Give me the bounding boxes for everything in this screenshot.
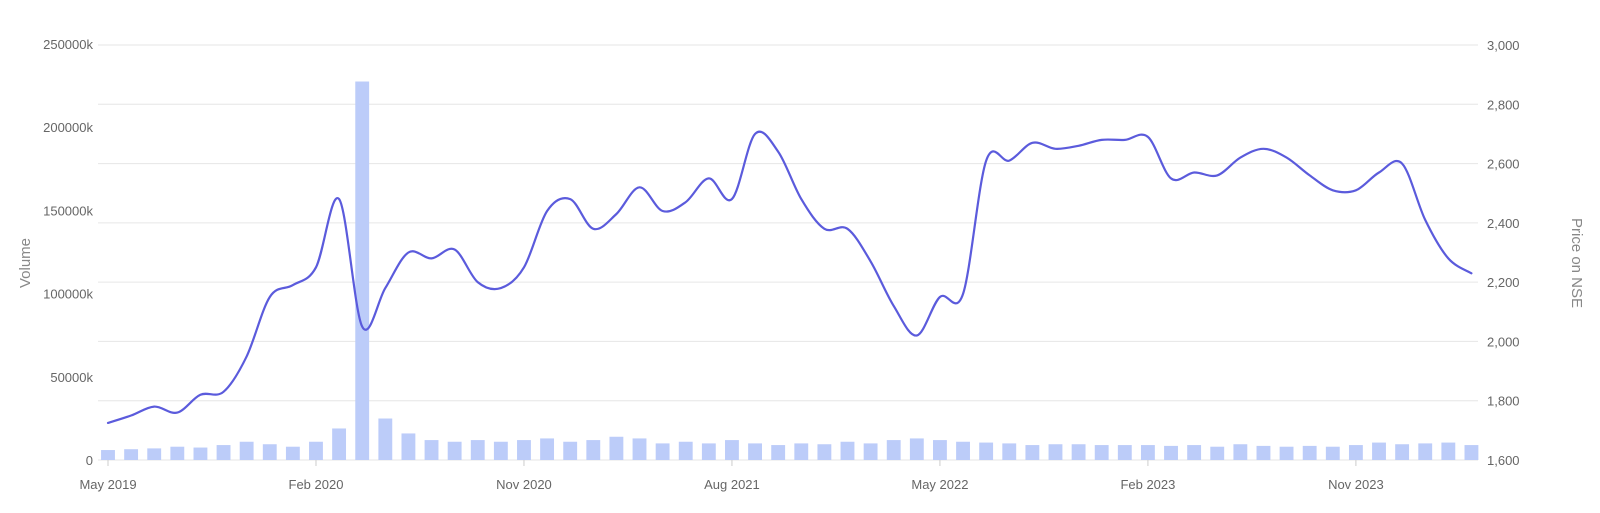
y-left-tick-label: 100000k [43,287,93,302]
y-right-tick-label: 2,400 [1487,216,1520,231]
volume-bar [540,438,555,460]
volume-bar [609,436,624,460]
volume-bar [285,446,300,460]
y-left-tick-label: 0 [86,453,93,468]
volume-bar [1418,443,1433,460]
volume-bar [1187,445,1202,460]
volume-bar [794,443,809,460]
volume-bar [1279,446,1294,460]
volume-bar [563,441,578,460]
volume-bar [1325,446,1340,460]
volume-bar [1048,444,1063,460]
x-tick-label: Feb 2023 [1120,477,1175,492]
volume-bar [632,438,647,460]
volume-bar [1094,445,1109,460]
volume-bar [771,445,786,460]
volume-bar [239,441,254,460]
volume-bar [262,444,277,460]
volume-bar [1025,445,1040,460]
x-tick-label: Nov 2020 [496,477,552,492]
volume-bar [470,440,485,460]
y-right-tick-label: 3,000 [1487,38,1520,53]
volume-bar [424,440,439,460]
volume-bar [124,449,139,460]
volume-bar [1164,445,1178,460]
volume-bar [933,440,947,460]
volume-bar [1372,442,1386,460]
volume-bar [655,443,670,460]
gridlines [98,44,1478,461]
volume-bar [909,438,924,460]
left-axis-ticks: 0 50000k 100000k 150000k 200000k 250000k [43,37,93,468]
volume-bar [447,441,462,460]
x-tick-label: Feb 2020 [289,477,344,492]
price-line-group [106,130,1473,424]
x-tick-label: May 2019 [79,477,136,492]
volume-bar [1256,445,1271,460]
volume-bar [216,445,231,460]
volume-bar [1233,444,1248,460]
y-right-tick-label: 2,600 [1487,157,1520,172]
volume-bar [309,441,323,460]
x-tick-label: Aug 2021 [704,477,760,492]
volume-bar [1140,445,1155,460]
volume-bar [401,433,416,460]
price-line [106,130,1473,424]
y-right-axis-title: Price on NSE [1568,218,1585,308]
volume-bar [147,448,162,460]
volume-bar [725,440,739,460]
y-left-tick-label: 200000k [43,120,93,135]
volume-bar [1441,442,1456,460]
right-axis-ticks: 1,600 1,800 2,000 2,200 2,400 2,600 2,800 3,000 [1487,38,1520,468]
volume-bars [101,81,1479,461]
volume-bar [1117,445,1132,460]
volume-bar [1302,445,1317,460]
volume-bar [956,441,970,460]
y-right-tick-label: 2,800 [1487,97,1520,112]
volume-bar [1210,446,1225,460]
volume-bar [863,443,878,460]
volume-bar [193,447,208,460]
volume-bar [378,418,393,460]
y-right-tick-label: 2,200 [1487,275,1520,290]
y-right-tick-label: 2,000 [1487,334,1520,349]
y-right-tick-label: 1,800 [1487,394,1520,409]
y-left-axis-title: Volume [17,238,34,288]
volume-bar [170,446,185,460]
volume-bar [1464,445,1479,460]
volume-bar [517,440,531,460]
volume-bar [586,440,601,460]
y-left-tick-label: 150000k [43,203,93,218]
volume-bar [355,81,370,461]
volume-bar [886,440,901,460]
volume-bar [493,441,508,460]
volume-bar [701,443,716,460]
volume-bar [1348,445,1363,460]
y-left-tick-label: 50000k [50,370,93,385]
volume-bar [979,442,994,460]
volume-bar [1002,443,1017,460]
volume-bar [1071,444,1086,460]
y-right-tick-label: 1,600 [1487,453,1520,468]
volume-bar [817,444,832,460]
volume-bar [101,450,115,460]
volume-bar [748,443,762,460]
volume-bar [678,441,693,460]
volume-bar [1395,444,1410,460]
x-tick-label: May 2022 [911,477,968,492]
volume-bar [840,441,855,460]
y-left-tick-label: 250000k [43,37,93,52]
volume-bar [332,428,347,460]
x-axis-ticks: May 2019 Feb 2020 Nov 2020 Aug 2021 May 2022… [79,460,1384,492]
x-tick-label: Nov 2023 [1328,477,1384,492]
